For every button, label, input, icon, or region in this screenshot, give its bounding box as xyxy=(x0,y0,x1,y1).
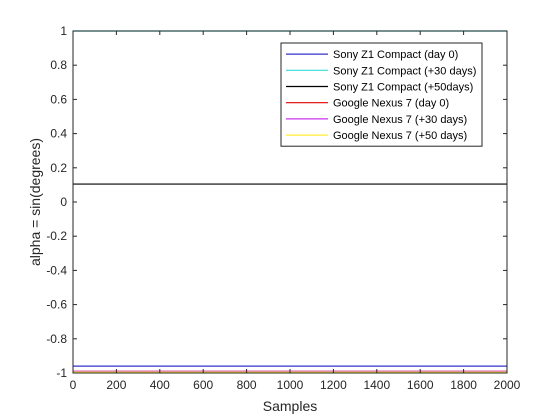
y-tick-label: 1 xyxy=(60,24,67,38)
y-tick-label: -0.6 xyxy=(46,298,67,312)
x-axis-label: Samples xyxy=(263,398,317,414)
x-tick-label: 1000 xyxy=(277,378,304,392)
x-tick-label: 600 xyxy=(193,378,213,392)
x-tick-label: 0 xyxy=(70,378,77,392)
y-tick-label: -0.2 xyxy=(46,229,67,243)
y-tick-label: 0.4 xyxy=(50,127,67,141)
x-tick-label: 400 xyxy=(150,378,170,392)
legend-label-1: Sony Z1 Compact (+30 days) xyxy=(333,65,476,77)
legend: Sony Z1 Compact (day 0) Sony Z1 Compact (… xyxy=(281,43,482,146)
x-tick-label: 1800 xyxy=(450,378,477,392)
x-tick-label: 1400 xyxy=(363,378,390,392)
legend-label-0: Sony Z1 Compact (day 0) xyxy=(333,49,458,61)
y-axis-label: alpha = sin(degrees) xyxy=(27,138,43,266)
y-tick-label: 0 xyxy=(60,195,67,209)
y-tick-label: 0.8 xyxy=(50,58,67,72)
legend-label-2: Sony Z1 Compact (+50days) xyxy=(333,82,473,94)
x-tick-label: 200 xyxy=(106,378,126,392)
x-tick-label: 1600 xyxy=(407,378,434,392)
y-tick-label: -1 xyxy=(56,366,67,380)
x-tick-label: 2000 xyxy=(494,378,521,392)
x-tick-label: 1200 xyxy=(320,378,347,392)
legend-label-4: Google Nexus 7 (+30 days) xyxy=(333,114,467,126)
legend-label-3: Google Nexus 7 (day 0) xyxy=(333,98,449,110)
y-tick-label: 0.6 xyxy=(50,92,67,106)
y-tick-label: -0.4 xyxy=(46,263,67,277)
y-tick-label: -0.8 xyxy=(46,332,67,346)
y-tick-label: 0.2 xyxy=(50,161,67,175)
legend-label-5: Google Nexus 7 (+50 days) xyxy=(333,130,467,142)
x-tick-label: 800 xyxy=(237,378,257,392)
